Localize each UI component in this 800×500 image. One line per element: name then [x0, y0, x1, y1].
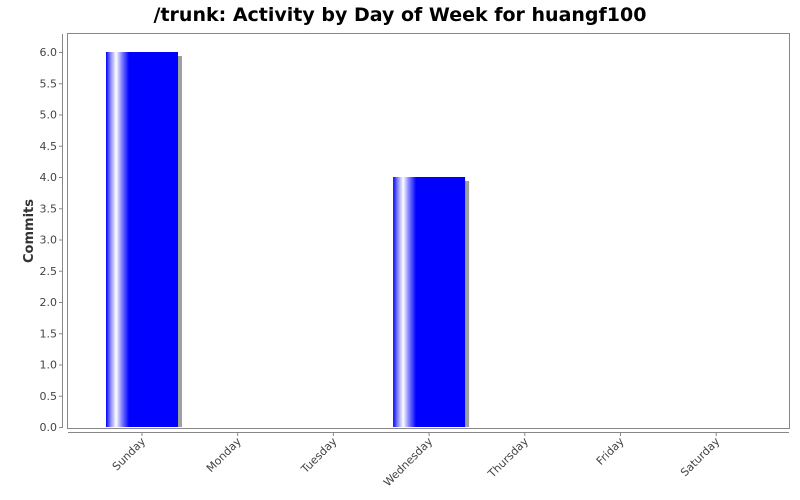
y-tick-label: 3.5 [40, 202, 58, 215]
x-tick-label: Tuesday [298, 435, 340, 477]
y-tick-label: 5.0 [40, 109, 58, 122]
x-tick-label: Friday [594, 435, 627, 468]
chart-title: /trunk: Activity by Day of Week for huan… [153, 4, 647, 26]
x-axis: Sunday Monday Tuesday Wednesday Thursday Frid… [68, 432, 789, 490]
y-tick-label: 2.0 [40, 296, 58, 309]
y-tick-label: 1.0 [40, 359, 58, 372]
y-tick-label: 0.0 [40, 421, 58, 434]
y-tick-label: 1.5 [40, 327, 58, 340]
x-tick-label: Thursday [485, 435, 531, 481]
y-tick-label: 4.0 [40, 171, 58, 184]
x-tick-label: Monday [204, 435, 244, 475]
y-tick-label: 3.0 [40, 234, 58, 247]
bar-sunday [106, 52, 178, 427]
y-tick-label: 4.5 [40, 140, 58, 153]
x-tick-label: Saturday [678, 435, 723, 480]
y-tick-label: 5.5 [40, 77, 58, 90]
y-tick-label: 2.5 [40, 265, 58, 278]
y-axis-label: Commits [22, 199, 37, 263]
y-axis: 0.0 0.5 1.0 1.5 2.0 2.5 3.0 3.5 4.0 4.5 5.0 5.5 6.0 [40, 34, 63, 434]
bar-wednesday [393, 177, 466, 427]
x-tick-label: Sunday [110, 435, 149, 474]
bars [106, 52, 470, 427]
x-tick-label: Wednesday [381, 435, 436, 490]
y-tick-label: 6.0 [40, 46, 58, 59]
y-tick-label: 0.5 [40, 390, 58, 403]
